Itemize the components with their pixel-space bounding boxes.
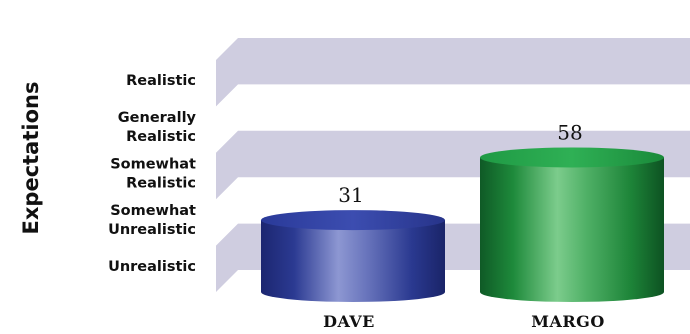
bar-dave: 31 — [261, 183, 445, 302]
y-tick-label: Realistic — [126, 73, 196, 89]
bar-top — [261, 210, 445, 231]
grid-band — [216, 38, 690, 107]
x-axis-categories: DAVE MARGO — [323, 312, 605, 331]
bar-body — [480, 157, 664, 302]
bar-body — [261, 220, 445, 302]
y-axis-label: Expectations — [19, 82, 43, 235]
y-tick-label: Unrealistic — [108, 259, 196, 275]
bar-margo: 58 — [480, 120, 664, 302]
y-axis-ticks: Unrealistic Somewhat Unrealistic Somewhat Re… — [108, 73, 196, 275]
y-tick-label: Somewhat Unrealistic — [108, 203, 196, 238]
data-label: 58 — [557, 120, 582, 144]
bar-top — [480, 147, 664, 168]
x-category-label: DAVE — [323, 312, 375, 331]
bars: 31 58 — [261, 120, 664, 302]
y-tick-label: Somewhat Realistic — [110, 157, 196, 192]
x-category-label: MARGO — [531, 312, 605, 331]
data-label: 31 — [338, 183, 363, 207]
y-tick-label: Generally Realistic — [118, 110, 197, 145]
